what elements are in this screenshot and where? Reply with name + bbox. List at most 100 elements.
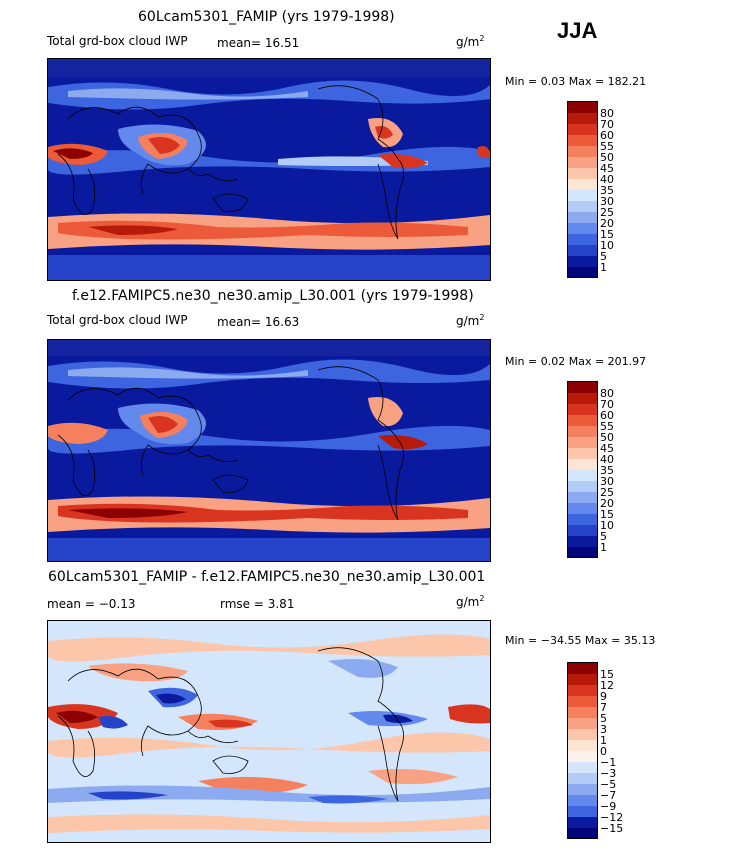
colorbar-cell (568, 168, 597, 179)
colorbar-label: 30 (600, 475, 614, 488)
colorbar-label: −5 (600, 778, 617, 791)
colorbar-cell (568, 547, 597, 557)
colorbar-label: 70 (600, 398, 614, 411)
colorbar-label: 40 (600, 173, 614, 186)
panel-2-title: f.e12.FAMIPC5.ne30_ne30.amip_L30.001 (yr… (72, 288, 474, 304)
panel-1-colorbar (567, 101, 598, 278)
panel-1-mean: mean= 16.51 (217, 36, 300, 50)
colorbar-label: 55 (600, 140, 614, 153)
colorbar-cell (568, 674, 597, 685)
colorbar-cell (568, 817, 597, 828)
colorbar-label: −9 (600, 800, 617, 813)
colorbar-label: 60 (600, 409, 614, 422)
colorbar-label: 1 (600, 261, 607, 274)
colorbar-cell (568, 740, 597, 751)
panel-1-minmax: Min = 0.03 Max = 182.21 (505, 75, 647, 88)
colorbar-cell (568, 729, 597, 740)
panel-3-map (47, 620, 491, 843)
colorbar-label: 40 (600, 453, 614, 466)
colorbar-cell (568, 470, 597, 481)
panel-1-map (47, 58, 491, 281)
colorbar-label: 55 (600, 420, 614, 433)
panel-2-colorbar (567, 381, 598, 558)
colorbar-label: −12 (600, 811, 624, 824)
colorbar-cell (568, 234, 597, 245)
colorbar-cell (568, 382, 597, 393)
colorbar-cell (568, 481, 597, 492)
colorbar-label: −1 (600, 756, 617, 769)
colorbar-cell (568, 685, 597, 696)
colorbar-label: 80 (600, 107, 614, 120)
colorbar-label: 25 (600, 206, 614, 219)
colorbar-label: 25 (600, 486, 614, 499)
colorbar-cell (568, 179, 597, 190)
colorbar-label: 80 (600, 387, 614, 400)
colorbar-cell (568, 492, 597, 503)
colorbar-label: 20 (600, 497, 614, 510)
colorbar-label: 15 (600, 228, 614, 241)
colorbar-cell (568, 718, 597, 729)
panel-3-minmax: Min = −34.55 Max = 35.13 (505, 634, 656, 647)
panel-2-units: g/m2 (456, 313, 485, 328)
colorbar-cell (568, 157, 597, 168)
colorbar-cell (568, 536, 597, 547)
colorbar-cell (568, 751, 597, 762)
colorbar-cell (568, 806, 597, 817)
colorbar-label: 15 (600, 668, 614, 681)
panel-2-mean: mean= 16.63 (217, 315, 300, 329)
colorbar-cell (568, 784, 597, 795)
colorbar-label: 45 (600, 162, 614, 175)
panel-1-variable: Total grd-box cloud IWP (47, 34, 188, 48)
panel-2-minmax: Min = 0.02 Max = 201.97 (505, 355, 647, 368)
colorbar-label: 70 (600, 118, 614, 131)
panel-3-units: g/m2 (456, 594, 485, 609)
colorbar-cell (568, 663, 597, 674)
colorbar-cell (568, 212, 597, 223)
colorbar-cell (568, 707, 597, 718)
colorbar-label: 5 (600, 250, 607, 263)
colorbar-label: 45 (600, 442, 614, 455)
colorbar-label: 12 (600, 679, 614, 692)
colorbar-cell (568, 525, 597, 536)
season-label: JJA (557, 18, 598, 43)
colorbar-cell (568, 256, 597, 267)
colorbar-cell (568, 828, 597, 838)
colorbar-label: 50 (600, 431, 614, 444)
colorbar-label: 35 (600, 184, 614, 197)
colorbar-label: 7 (600, 701, 607, 714)
colorbar-cell (568, 762, 597, 773)
colorbar-label: 0 (600, 745, 607, 758)
colorbar-label: 9 (600, 690, 607, 703)
colorbar-cell (568, 113, 597, 124)
colorbar-cell (568, 393, 597, 404)
panel-3-colorbar (567, 662, 598, 839)
colorbar-cell (568, 146, 597, 157)
colorbar-cell (568, 696, 597, 707)
colorbar-cell (568, 415, 597, 426)
colorbar-cell (568, 426, 597, 437)
colorbar-cell (568, 267, 597, 277)
panel-1-title: 60Lcam5301_FAMIP (yrs 1979-1998) (138, 9, 395, 25)
colorbar-cell (568, 102, 597, 113)
colorbar-cell (568, 459, 597, 470)
colorbar-label: −3 (600, 767, 617, 780)
panel-3-title: 60Lcam5301_FAMIP - f.e12.FAMIPC5.ne30_ne… (48, 569, 486, 585)
colorbar-label: 3 (600, 723, 607, 736)
panel-3-mean: mean = −0.13 (47, 597, 136, 611)
colorbar-label: −7 (600, 789, 617, 802)
colorbar-cell (568, 190, 597, 201)
colorbar-cell (568, 201, 597, 212)
colorbar-cell (568, 773, 597, 784)
colorbar-label: 10 (600, 519, 614, 532)
panel-3-rmse: rmse = 3.81 (220, 597, 295, 611)
colorbar-label: 15 (600, 508, 614, 521)
colorbar-label: 30 (600, 195, 614, 208)
colorbar-cell (568, 503, 597, 514)
colorbar-cell (568, 404, 597, 415)
colorbar-cell (568, 448, 597, 459)
colorbar-cell (568, 245, 597, 256)
panel-1-units: g/m2 (456, 34, 485, 49)
colorbar-cell (568, 135, 597, 146)
colorbar-cell (568, 514, 597, 525)
colorbar-label: 1 (600, 734, 607, 747)
